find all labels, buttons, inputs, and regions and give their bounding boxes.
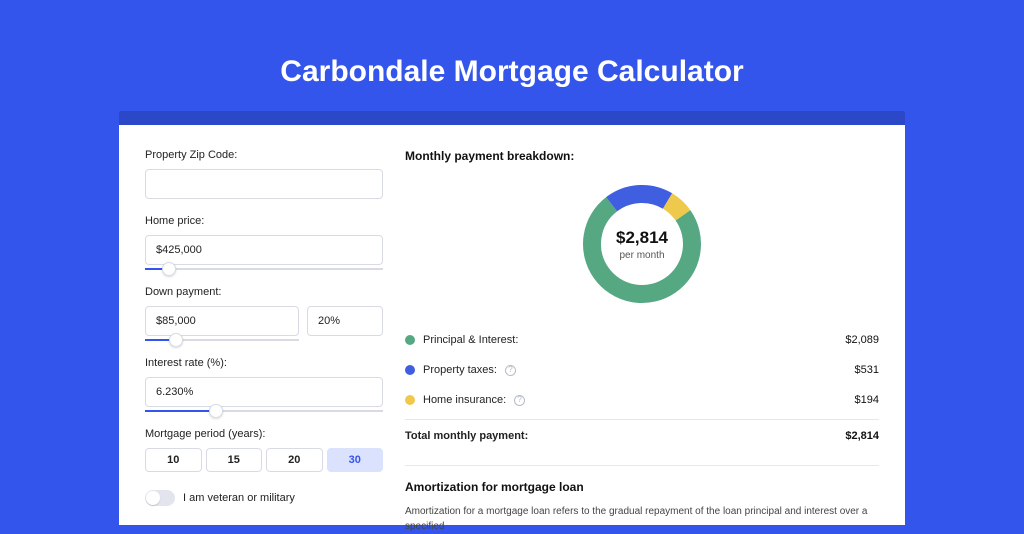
interest-rate-label: Interest rate (%): bbox=[145, 357, 383, 369]
donut-wrap: $2,814 per month bbox=[405, 175, 879, 325]
breakdown-label: Home insurance: bbox=[423, 394, 506, 406]
down-payment-slider-thumb[interactable] bbox=[169, 333, 183, 347]
down-payment-pct-input[interactable] bbox=[307, 306, 383, 336]
amortization-title: Amortization for mortgage loan bbox=[405, 480, 879, 494]
inputs-column: Property Zip Code: Home price: Down paym… bbox=[145, 149, 383, 501]
zip-field: Property Zip Code: bbox=[145, 149, 383, 199]
home-price-slider[interactable] bbox=[145, 268, 383, 270]
home-price-input[interactable] bbox=[145, 235, 383, 265]
legend-dot bbox=[405, 365, 415, 375]
mortgage-period-label: Mortgage period (years): bbox=[145, 428, 383, 440]
down-payment-label: Down payment: bbox=[145, 286, 383, 298]
breakdown-column: Monthly payment breakdown: $2,814 per mo… bbox=[405, 149, 879, 501]
period-option-15[interactable]: 15 bbox=[206, 448, 263, 472]
zip-input[interactable] bbox=[145, 169, 383, 199]
breakdown-row: Principal & Interest: $2,089 bbox=[405, 325, 879, 355]
interest-rate-slider-fill bbox=[145, 410, 216, 412]
breakdown-label: Principal & Interest: bbox=[423, 334, 518, 346]
interest-rate-slider-thumb[interactable] bbox=[209, 404, 223, 418]
home-price-label: Home price: bbox=[145, 215, 383, 227]
breakdown-value: $194 bbox=[855, 394, 879, 406]
breakdown-value: $2,089 bbox=[845, 334, 879, 346]
veteran-toggle[interactable] bbox=[145, 490, 175, 506]
veteran-toggle-knob bbox=[146, 491, 160, 505]
breakdown-title: Monthly payment breakdown: bbox=[405, 149, 879, 163]
legend-dot bbox=[405, 395, 415, 405]
legend-dot bbox=[405, 335, 415, 345]
zip-label: Property Zip Code: bbox=[145, 149, 383, 161]
breakdown-row: Property taxes:? $531 bbox=[405, 355, 879, 385]
page-title: Carbondale Mortgage Calculator bbox=[0, 55, 1024, 89]
interest-rate-field: Interest rate (%): bbox=[145, 357, 383, 412]
amortization-text: Amortization for a mortgage loan refers … bbox=[405, 504, 879, 534]
info-icon[interactable]: ? bbox=[514, 395, 525, 406]
breakdown-rows: Principal & Interest: $2,089 Property taxe… bbox=[405, 325, 879, 415]
donut-amount: $2,814 bbox=[616, 228, 668, 248]
period-option-10[interactable]: 10 bbox=[145, 448, 202, 472]
home-price-slider-thumb[interactable] bbox=[162, 262, 176, 276]
interest-rate-input[interactable] bbox=[145, 377, 383, 407]
down-payment-amount-input[interactable] bbox=[145, 306, 299, 336]
donut-center: $2,814 per month bbox=[581, 183, 703, 305]
veteran-row: I am veteran or military bbox=[145, 490, 383, 506]
total-value: $2,814 bbox=[845, 430, 879, 442]
home-price-field: Home price: bbox=[145, 215, 383, 270]
breakdown-row: Home insurance:? $194 bbox=[405, 385, 879, 415]
donut-subtitle: per month bbox=[619, 250, 664, 261]
mortgage-period-field: Mortgage period (years): 10152030 bbox=[145, 428, 383, 472]
amortization-block: Amortization for mortgage loan Amortizat… bbox=[405, 465, 879, 534]
down-payment-slider[interactable] bbox=[145, 339, 299, 341]
breakdown-label: Property taxes: bbox=[423, 364, 497, 376]
page-container: Carbondale Mortgage Calculator Property … bbox=[0, 0, 1024, 512]
down-payment-field: Down payment: bbox=[145, 286, 383, 341]
period-option-30[interactable]: 30 bbox=[327, 448, 384, 472]
total-label: Total monthly payment: bbox=[405, 430, 528, 442]
mortgage-period-options: 10152030 bbox=[145, 448, 383, 472]
breakdown-value: $531 bbox=[855, 364, 879, 376]
total-row: Total monthly payment: $2,814 bbox=[405, 419, 879, 451]
panel-shadow: Property Zip Code: Home price: Down paym… bbox=[119, 111, 905, 525]
info-icon[interactable]: ? bbox=[505, 365, 516, 376]
donut-chart: $2,814 per month bbox=[581, 183, 703, 305]
veteran-label: I am veteran or military bbox=[183, 492, 295, 504]
interest-rate-slider[interactable] bbox=[145, 410, 383, 412]
calculator-panel: Property Zip Code: Home price: Down paym… bbox=[119, 125, 905, 525]
period-option-20[interactable]: 20 bbox=[266, 448, 323, 472]
